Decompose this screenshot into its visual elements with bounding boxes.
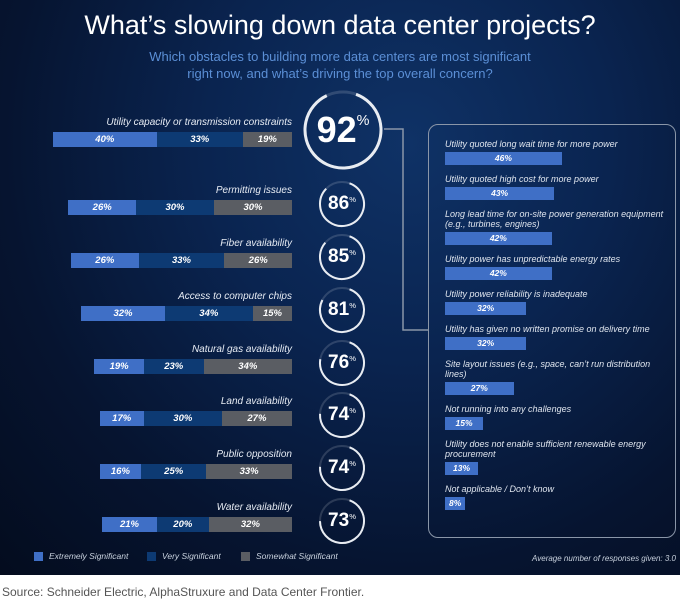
driver-label: Utility has given no written promise on … bbox=[445, 324, 650, 334]
bar-segment: 26% bbox=[224, 253, 292, 268]
driver-bar: 43% bbox=[445, 187, 555, 200]
legend-extremely: Extremely Significant bbox=[34, 551, 128, 561]
bar-segment: 30% bbox=[136, 200, 214, 215]
category-label: Access to computer chips bbox=[178, 291, 292, 302]
total-ring-arc bbox=[319, 182, 365, 227]
total-ring-arc bbox=[319, 235, 365, 280]
bar-segment: 27% bbox=[221, 411, 292, 426]
legend-swatch bbox=[147, 551, 156, 561]
legend-swatch bbox=[34, 551, 43, 561]
bar-segment: 33% bbox=[156, 132, 243, 147]
total-ring-arc bbox=[319, 341, 365, 386]
legend-label: Somewhat Significant bbox=[256, 551, 338, 561]
category-label: Utility capacity or transmission constra… bbox=[106, 117, 292, 128]
driver-label: Utility quoted long wait time for more p… bbox=[445, 139, 618, 149]
bar-segment: 34% bbox=[164, 306, 253, 321]
driver-bar: 42% bbox=[445, 232, 552, 245]
driver-bar: 13% bbox=[445, 462, 479, 475]
category-label: Permitting issues bbox=[215, 185, 292, 196]
bar-segment: 34% bbox=[203, 359, 292, 374]
chart-title: What’s slowing down data center projects… bbox=[84, 10, 596, 40]
driver-bar: 32% bbox=[445, 302, 527, 315]
total-percent: 81% bbox=[328, 299, 356, 320]
bar-segment: 32% bbox=[208, 517, 292, 532]
bar-segment: 21% bbox=[102, 517, 157, 532]
total-ring-arc bbox=[319, 499, 365, 544]
bar-segment: 19% bbox=[242, 132, 292, 147]
driver-bar: 32% bbox=[445, 337, 527, 350]
legend-label: Very Significant bbox=[162, 551, 221, 561]
bar-segment: 33% bbox=[138, 253, 225, 268]
bar-segment: 33% bbox=[206, 464, 292, 479]
category-label: Natural gas availability bbox=[191, 344, 292, 355]
bar-segment: 30% bbox=[214, 200, 292, 215]
total-ring-arc bbox=[303, 92, 383, 170]
driver-label: Utility power reliability is inadequate bbox=[445, 289, 588, 299]
category-label: Land availability bbox=[220, 396, 292, 407]
average-responses-note: Average number of responses given: 3.0 bbox=[532, 554, 676, 563]
legend-label: Extremely Significant bbox=[49, 551, 129, 561]
driver-label: Not applicable / Don’t know bbox=[445, 484, 555, 494]
total-ring-arc bbox=[319, 446, 365, 491]
bar-segment: 16% bbox=[99, 464, 142, 479]
total-percent: 92% bbox=[316, 109, 370, 150]
total-percent: 85% bbox=[328, 246, 356, 267]
total-ring-arc bbox=[319, 288, 365, 333]
bar-segment: 30% bbox=[143, 411, 222, 426]
source-caption: Source: Schneider Electric, AlphaStruxur… bbox=[2, 585, 365, 599]
ring-layer bbox=[303, 92, 428, 544]
bar-segment: 15% bbox=[253, 306, 292, 321]
total-percent: 74% bbox=[328, 404, 356, 425]
bar-segment: 20% bbox=[156, 517, 209, 532]
driver-label: Utility quoted high cost for more power bbox=[445, 174, 599, 184]
driver-label: Utility does not enable sufficient renew… bbox=[445, 439, 646, 459]
total-percent: 73% bbox=[328, 510, 356, 531]
bar-segment: 19% bbox=[94, 359, 144, 374]
total-percent: 74% bbox=[328, 457, 356, 478]
bar-segment: 32% bbox=[81, 306, 165, 321]
legend-swatch bbox=[241, 551, 250, 561]
top-concern-drivers-panel bbox=[428, 124, 676, 538]
driver-bar: 46% bbox=[445, 152, 562, 165]
legend-very: Very Significant bbox=[147, 551, 221, 561]
bar-segment: 40% bbox=[52, 132, 157, 147]
total-percent: 86% bbox=[328, 193, 356, 214]
infographic: What’s slowing down data center projects… bbox=[0, 0, 680, 575]
bar-segment: 23% bbox=[143, 359, 204, 374]
driver-bar: 15% bbox=[445, 417, 484, 430]
driver-label: Site layout issues (e.g., space, can’t r… bbox=[445, 359, 651, 379]
bar-segment: 17% bbox=[99, 411, 144, 426]
bar-segment: 26% bbox=[68, 200, 136, 215]
driver-label: Not running into any challenges bbox=[445, 404, 572, 414]
total-ring-arc bbox=[319, 393, 365, 438]
connector-line bbox=[384, 128, 428, 331]
category-label: Public opposition bbox=[216, 449, 292, 460]
driver-label: Long lead time for on-site power generat… bbox=[445, 209, 664, 229]
driver-bar: 42% bbox=[445, 267, 552, 280]
chart-subtitle: Which obstacles to building more data ce… bbox=[149, 49, 531, 81]
total-percent: 76% bbox=[328, 352, 356, 373]
driver-label: Utility power has unpredictable energy r… bbox=[445, 254, 621, 264]
bar-segment: 25% bbox=[141, 464, 207, 479]
bar-segment: 26% bbox=[71, 253, 139, 268]
category-label: Water availability bbox=[216, 502, 292, 513]
legend-somewhat: Somewhat Significant bbox=[241, 551, 338, 561]
driver-bar: 8% bbox=[445, 497, 466, 510]
driver-bar: 27% bbox=[445, 382, 514, 395]
category-label: Fiber availability bbox=[220, 238, 292, 249]
